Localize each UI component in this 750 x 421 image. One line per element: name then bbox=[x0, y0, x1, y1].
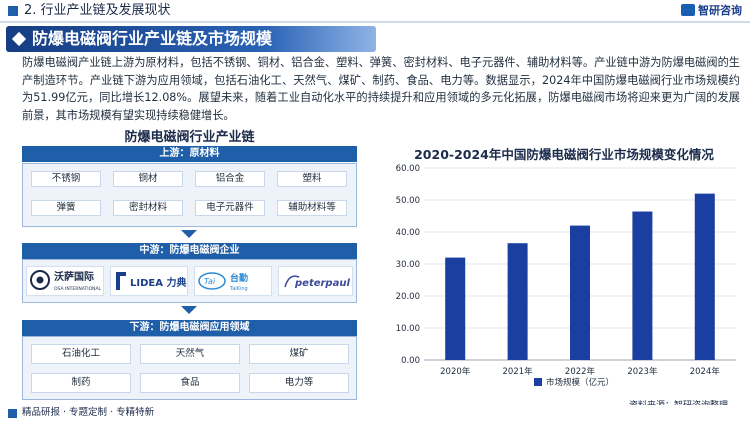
section-title: 2. 行业产业链及发展现状 bbox=[24, 3, 171, 18]
bar bbox=[445, 257, 466, 360]
lidea-logo: LIDEA 力典 bbox=[116, 272, 186, 290]
y-tick-label: 40.00 bbox=[396, 228, 420, 238]
downstream-item: 煤矿 bbox=[249, 344, 349, 364]
taiking-logo: Tai 台勤 TaiKing bbox=[198, 272, 248, 292]
upstream-item: 弹簧 bbox=[31, 200, 101, 216]
brand-name: peterpaul bbox=[294, 278, 350, 289]
brand-name: 沃萨国际 bbox=[54, 270, 94, 283]
bar bbox=[694, 193, 715, 360]
y-tick-label: 0.00 bbox=[401, 356, 420, 366]
x-tick-label: 2023年 bbox=[627, 366, 658, 377]
y-tick-label: 30.00 bbox=[396, 260, 420, 270]
logo-icon bbox=[681, 4, 695, 16]
downstream-item: 天然气 bbox=[140, 344, 240, 364]
upstream-item: 电子元器件 bbox=[195, 200, 265, 216]
footer-marker bbox=[8, 409, 17, 418]
section-marker bbox=[8, 6, 18, 16]
bar bbox=[507, 243, 528, 360]
brand-name: LIDEA 力典 bbox=[130, 276, 186, 289]
osa-logo: 沃萨国际 OSA INTERNATIONAL bbox=[30, 270, 102, 292]
upstream-item: 塑料 bbox=[277, 171, 347, 187]
peterpaul-logo: peterpaul bbox=[284, 275, 350, 289]
x-tick-label: 2020年 bbox=[440, 366, 471, 377]
upstream-item: 密封材料 bbox=[113, 200, 183, 216]
x-tick-label: 2022年 bbox=[565, 366, 596, 377]
brand-sub: OSA INTERNATIONAL bbox=[54, 286, 102, 292]
upstream-item: 铝合金 bbox=[195, 171, 265, 187]
downstream-header: 下游：防爆电磁阀应用领域 bbox=[22, 320, 357, 336]
brand-sub: TaiKing bbox=[229, 286, 248, 292]
chart-title: 2020-2024年中国防爆电磁阀行业市场规模变化情况 bbox=[414, 147, 714, 162]
bar bbox=[570, 225, 590, 360]
upstream-item: 辅助材料等 bbox=[277, 200, 347, 216]
downstream-item: 制药 bbox=[31, 373, 131, 393]
down-arrow-icon bbox=[181, 306, 197, 314]
upstream-panel: 不锈钢 铜材 铝合金 塑料 弹簧 密封材料 电子元器件 辅助材料等 bbox=[22, 163, 357, 227]
y-tick-label: 20.00 bbox=[396, 292, 420, 302]
downstream-item: 电力等 bbox=[249, 373, 349, 393]
footer-text: 精品研报 · 专题定制 · 专精特新 bbox=[22, 407, 155, 418]
downstream-item: 石油化工 bbox=[31, 344, 131, 364]
top-bar: 2. 行业产业链及发展现状 智研咨询 bbox=[0, 0, 750, 23]
legend-swatch bbox=[534, 378, 542, 386]
y-tick-label: 10.00 bbox=[396, 324, 420, 334]
brand-card-peterpaul: peterpaul bbox=[278, 266, 353, 296]
header-divider bbox=[0, 21, 750, 23]
diamond-icon bbox=[11, 31, 27, 47]
upstream-header: 上游：原材料 bbox=[22, 146, 357, 162]
brand-card-lidea: LIDEA 力典 bbox=[110, 266, 188, 296]
y-tick-label: 50.00 bbox=[396, 196, 420, 206]
upstream-item: 不锈钢 bbox=[31, 171, 101, 187]
upstream-item: 铜材 bbox=[113, 171, 183, 187]
midstream-header: 中游：防爆电磁阀企业 bbox=[22, 243, 357, 259]
svg-text:Tai: Tai bbox=[204, 277, 216, 286]
page-title-bar: 防爆电磁阀行业产业链及市场规模 bbox=[6, 26, 376, 52]
page-title: 防爆电磁阀行业产业链及市场规模 bbox=[32, 29, 273, 48]
bar-chart: 0.00 10.00 20.00 30.00 40.00 50.00 60.00 2020年 2… bbox=[396, 164, 736, 388]
downstream-panel: 石油化工 天然气 煤矿 制药 食品 电力等 bbox=[22, 336, 357, 400]
x-tick-label: 2024年 bbox=[690, 366, 721, 377]
legend-label: 市场规模（亿元） bbox=[546, 377, 614, 388]
brand-card-taiking: Tai 台勤 TaiKing bbox=[194, 266, 272, 296]
logo-text: 智研咨询 bbox=[698, 4, 742, 17]
intro-paragraph: 防爆电磁阀产业链上游为原材料，包括不锈钢、铜材、铝合金、塑料、弹簧、密封材料、电… bbox=[22, 56, 740, 122]
chain-title: 防爆电磁阀行业产业链 bbox=[124, 130, 255, 145]
brand-logo: 智研咨询 bbox=[681, 3, 742, 19]
downstream-item: 食品 bbox=[140, 373, 240, 393]
footer-bar: 精品研报 · 专题定制 · 专精特新 bbox=[0, 405, 750, 421]
bar bbox=[632, 211, 653, 360]
down-arrow-icon bbox=[181, 230, 197, 238]
y-tick-label: 60.00 bbox=[396, 164, 420, 174]
x-tick-label: 2021年 bbox=[503, 366, 534, 377]
brand-name: 台勤 bbox=[230, 272, 248, 284]
brand-card-osa: 沃萨国际 OSA INTERNATIONAL bbox=[26, 266, 104, 296]
